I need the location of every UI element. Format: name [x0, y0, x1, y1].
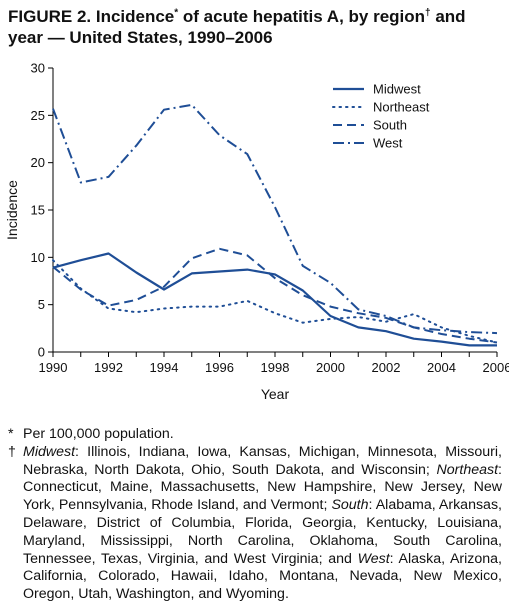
- west-states: : Alaska, Arizona, California, Colorado,…: [23, 550, 502, 603]
- series-line-south: [52, 247, 498, 344]
- x-tick-label: 1994: [150, 360, 179, 375]
- y-tick-label: 10: [31, 250, 45, 265]
- x-tick-label: 1998: [261, 360, 290, 375]
- figure-title: FIGURE 2. Incidence* of acute hepatitis …: [8, 6, 504, 48]
- x-tick-label: 1990: [39, 360, 68, 375]
- x-tick-label: 1992: [94, 360, 123, 375]
- x-tick-label: 2000: [316, 360, 345, 375]
- footnote-per-population: * Per 100,000 population.: [8, 426, 502, 444]
- midwest-states: : Illinois, Indiana, Iowa, Kansas, Michi…: [23, 443, 502, 478]
- x-axis-title: Year: [261, 386, 290, 402]
- title-text-part3: and year — United States, 1990–2006: [8, 7, 466, 47]
- x-tick-label: 2002: [372, 360, 401, 375]
- y-tick-label: 5: [38, 297, 45, 312]
- y-tick-label: 15: [31, 203, 45, 218]
- footnotes: * Per 100,000 population. † Midwest: Illin…: [8, 426, 502, 604]
- title-text-part2: of acute hepatitis A, by region: [178, 7, 426, 26]
- y-tick-label: 30: [31, 61, 45, 76]
- series-line-northeast: [52, 259, 498, 344]
- legend: Midwest Northeast South West: [332, 82, 430, 151]
- footnote-asterisk-text: Per 100,000 population.: [23, 426, 174, 442]
- y-tick-label: 0: [38, 345, 45, 360]
- x-tick-label: 2006: [483, 360, 509, 375]
- title-dagger: †: [425, 7, 431, 19]
- series-layer: [52, 103, 498, 347]
- northeast-label: Northeast: [436, 461, 499, 478]
- legend-label-west: West: [373, 136, 403, 151]
- title-asterisk: *: [174, 7, 179, 19]
- y-tick-label: 25: [31, 108, 45, 123]
- legend-label-northeast: Northeast: [373, 100, 430, 115]
- x-tick-label: 2004: [427, 360, 456, 375]
- x-tick-label: 1996: [205, 360, 234, 375]
- south-label: South: [331, 497, 369, 514]
- south-states: : Alabama, Arkansas, Delaware, District …: [23, 497, 502, 567]
- title-text-part1: FIGURE 2. Incidence: [8, 7, 175, 26]
- footnote-regions: † Midwest: Illinois, Indiana, Iowa, Kansa…: [8, 444, 502, 604]
- axes: 0 5 10 15 20 25 30 1990 1992 1994 1996 1998 2000 2002…: [4, 61, 509, 403]
- series-line-midwest: [52, 252, 497, 347]
- footnote-asterisk: *: [8, 426, 14, 442]
- y-tick-label: 20: [31, 155, 45, 170]
- northeast-states: : Connecticut, Maine, Massachusetts, New…: [23, 461, 502, 514]
- midwest-label: Midwest: [23, 443, 76, 460]
- line-chart: 0 5 10 15 20 25 30 1990 1992 1994 1996 1998 2000 2002…: [4, 61, 509, 403]
- legend-label-midwest: Midwest: [373, 82, 421, 97]
- series-line-west: [52, 103, 498, 335]
- y-axis-title: Incidence: [4, 180, 20, 240]
- footnote-dagger: †: [8, 443, 16, 460]
- legend-label-south: South: [373, 118, 407, 133]
- west-label: West: [357, 550, 390, 567]
